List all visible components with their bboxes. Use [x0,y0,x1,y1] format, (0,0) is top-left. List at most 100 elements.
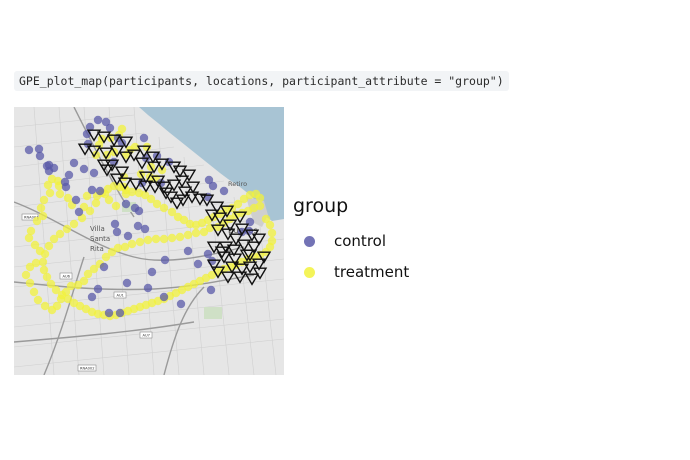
treatment-point [55,189,65,199]
control-point [112,227,122,237]
location-marker [166,161,182,174]
treatment-point [94,140,104,150]
treatment-point [30,240,40,250]
treatment-point [120,242,130,252]
treatment-point [261,214,271,224]
location-marker [185,181,201,194]
location-marker [234,223,250,236]
treatment-point [62,224,72,234]
location-marker [232,211,248,224]
control-point [35,151,45,161]
treatment-point [79,276,89,286]
control-point [139,133,149,143]
location-marker [126,149,142,162]
treatment-point [43,180,53,190]
control-point [160,255,170,265]
treatment-point [143,235,153,245]
treatment-point [39,195,49,205]
treatment-point [175,232,185,242]
location-marker [118,136,134,149]
location-marker [86,129,102,142]
treatment-point [38,211,48,221]
location-marker [244,273,260,286]
svg-text:RNA001: RNA001 [24,216,39,220]
treatment-point [103,184,113,194]
treatment-point [130,142,140,152]
treatment-point [57,290,67,300]
treatment-point [24,233,34,243]
location-marker [117,177,133,190]
control-point [123,231,133,241]
location-marker [146,161,162,174]
control-point [133,221,143,231]
location-marker [154,158,170,171]
location-marker [244,229,260,242]
control-point [93,284,103,294]
location-marker [109,173,125,186]
control-point [105,123,115,133]
location-marker [220,271,236,284]
legend-key-control [304,236,315,247]
control-point [87,292,97,302]
treatment-point [173,212,183,222]
control-point [79,164,89,174]
treatment-point [107,247,117,257]
location-marker [222,219,238,232]
location-marker [210,224,226,237]
treatment-point [134,188,144,198]
treatment-point [42,272,52,282]
location-marker [206,259,222,272]
control-point [140,224,150,234]
treatment-point [63,294,73,304]
treatment-point [146,194,156,204]
location-marker [199,194,215,207]
treatment-point [167,233,177,243]
control-point [24,145,34,155]
location-marker [156,181,172,194]
location-marker [169,197,185,210]
treatment-point [255,201,265,211]
location-marker [184,191,200,204]
location-marker [234,263,250,276]
treatment-point [152,199,162,209]
location-marker [128,178,144,191]
location-marker [209,201,225,214]
location-marker [109,145,125,158]
treatment-point [25,262,35,272]
location-markers [77,129,272,286]
treatment-point [83,269,93,279]
treatment-point [46,279,56,289]
control-point [95,186,105,196]
svg-text:AU1: AU1 [117,294,124,298]
location-marker [106,134,122,147]
location-marker [214,246,230,259]
treatment-point [29,287,39,297]
treatment-point [267,236,277,246]
location-marker [228,233,244,246]
map-plot: Retiro Villa Santa Rita Buenos RNA001 AU… [14,107,284,375]
treatment-point [151,234,161,244]
svg-text:RNA002: RNA002 [80,367,95,371]
treatment-point [185,219,195,229]
treatment-point [239,194,249,204]
location-marker [219,205,235,218]
location-marker [251,258,267,271]
place-label-rita: Rita [90,245,104,253]
location-marker [145,151,161,164]
control-point [121,199,131,209]
place-label-santa: Santa [90,235,110,243]
treatment-point [199,227,209,237]
treatment-point [39,265,49,275]
location-marker [86,145,102,158]
map-canvas: Retiro Villa Santa Rita Buenos RNA001 AU… [14,107,284,375]
treatment-point [49,234,59,244]
control-point [219,186,229,196]
location-marker [77,143,93,156]
treatment-point [26,226,36,236]
place-label-villa: Villa [90,225,105,233]
control-point [61,182,71,192]
location-marker [104,159,120,172]
location-marker [226,244,242,257]
control-point [115,308,125,318]
control-point [89,168,99,178]
